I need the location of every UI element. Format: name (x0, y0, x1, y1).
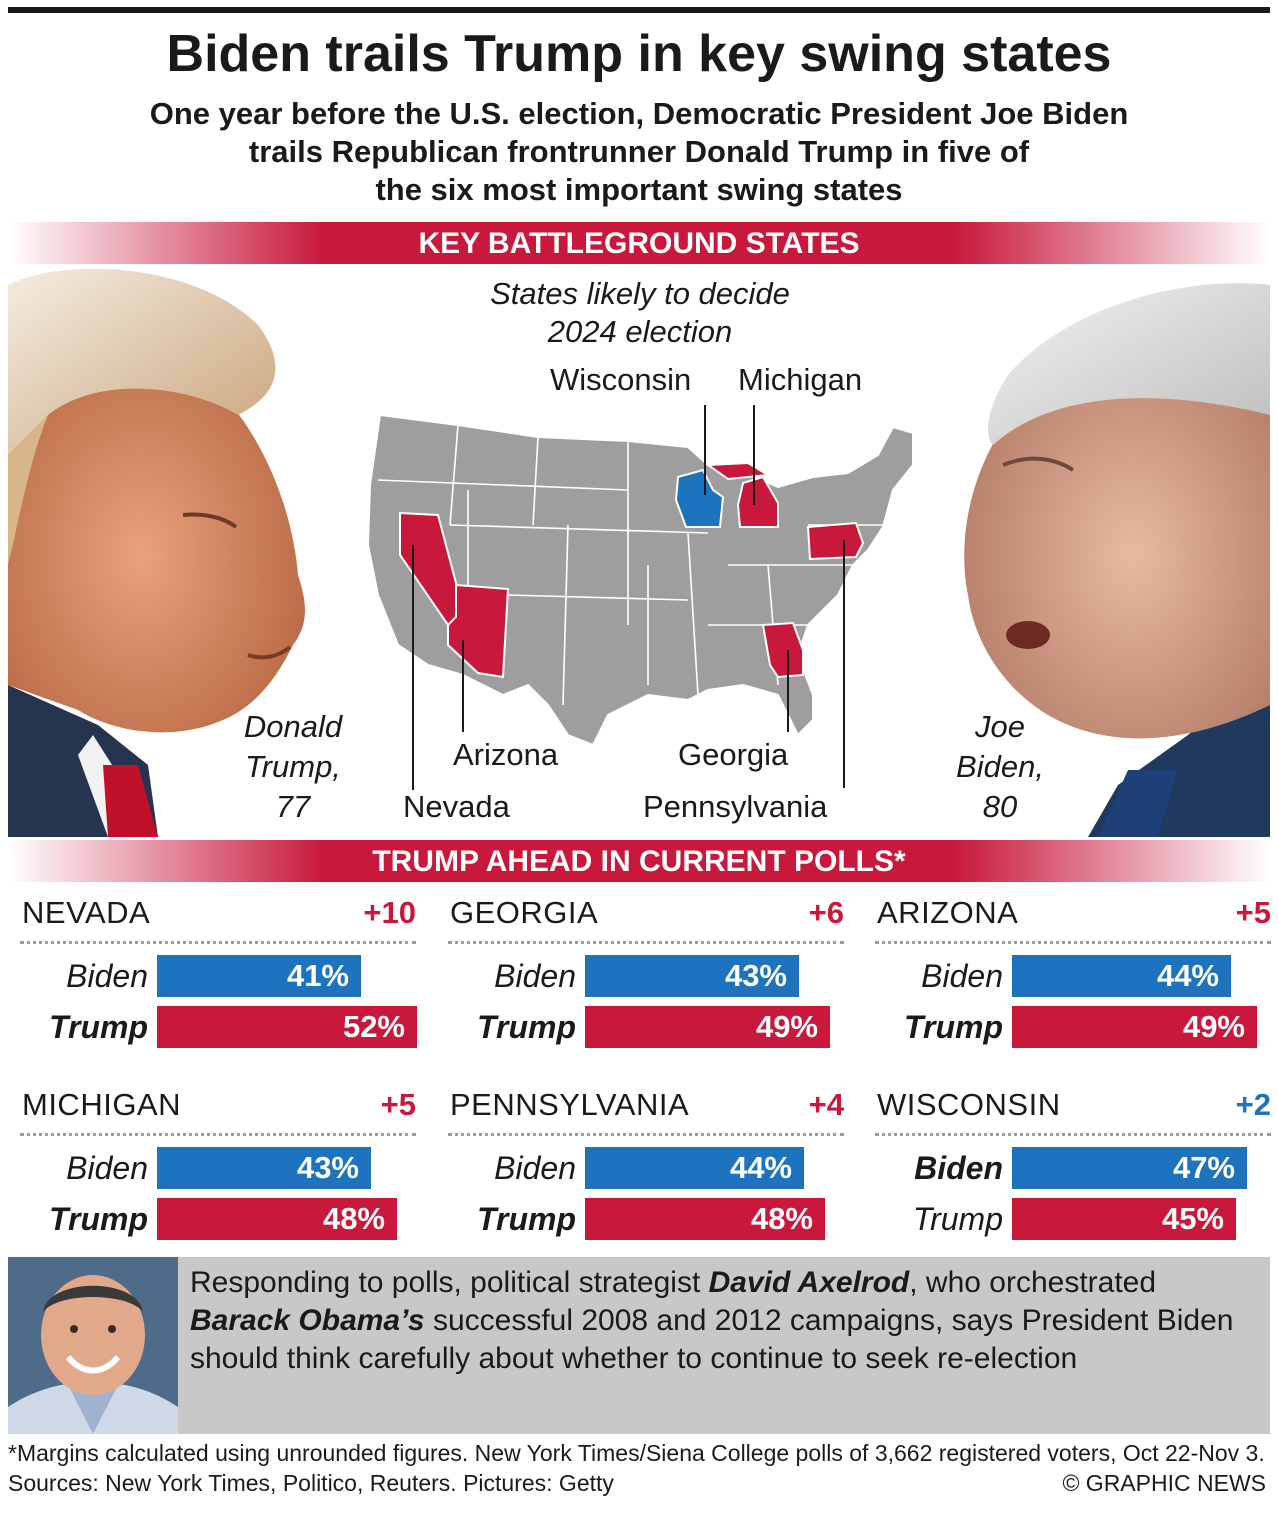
panel-divider (448, 941, 844, 944)
top-rule (8, 7, 1270, 13)
leader-nevada (412, 545, 414, 790)
label-arizona: Arizona (453, 737, 559, 772)
quote-run: Responding to polls, political strategis… (190, 1266, 709, 1299)
panel-state-name: ARIZONA (877, 895, 1019, 930)
quote-emphasis: Barack Obama’s (190, 1304, 425, 1337)
panel-state-name: GEORGIA (450, 895, 599, 930)
row-label-biden: Biden (66, 1150, 148, 1186)
poll-panel-georgia: GEORGIA +6 Biden 43% Trump 49% (448, 893, 844, 1053)
bar-biden: 47% (1012, 1147, 1247, 1189)
poll-panel-wisconsin: WISCONSIN +2 Biden 47% Trump 45% (875, 1085, 1271, 1245)
portraits-and-map (8, 268, 1270, 837)
panel-margin: +10 (363, 895, 416, 930)
row-label-biden: Biden (921, 958, 1003, 994)
row-label-biden: Biden (494, 1150, 576, 1186)
page-subtitle: One year before the U.S. election, Democ… (60, 95, 1218, 209)
georgia-shape (761, 621, 804, 679)
bar-trump: 49% (1012, 1006, 1257, 1048)
bar-biden: 43% (157, 1147, 371, 1189)
bar-biden: 41% (157, 955, 361, 997)
subtitle-line: One year before the U.S. election, Democ… (149, 96, 1129, 131)
donald-trump-photo (8, 268, 305, 837)
row-label-biden: Biden (494, 958, 576, 994)
bar-trump: 49% (585, 1006, 830, 1048)
poll-panel-nevada: NEVADA +10 Biden 41% Trump 52% (20, 893, 417, 1053)
footnote-text: *Margins calculated using unrounded figu… (8, 1440, 1265, 1496)
panel-divider (875, 941, 1271, 944)
leader-pennsylvania (843, 540, 845, 788)
credit: © GRAPHIC NEWS (1062, 1470, 1266, 1496)
panel-margin: +2 (1235, 1087, 1271, 1122)
panel-divider (20, 1133, 416, 1136)
panel-margin: +6 (808, 895, 844, 930)
leader-michigan (753, 405, 755, 505)
row-label-trump: Trump (904, 1009, 1003, 1045)
poll-panel-pennsylvania: PENNSYLVANIA +4 Biden 44% Trump 48% (448, 1085, 844, 1245)
page-title: Biden trails Trump in key swing states (166, 25, 1112, 83)
row-label-trump: Trump (477, 1201, 576, 1237)
panel-divider (448, 1133, 844, 1136)
leader-wisconsin (704, 405, 706, 495)
subtitle-line: the six most important swing states (375, 172, 903, 207)
row-label-trump: Trump (49, 1009, 148, 1045)
bar-trump: 48% (157, 1198, 397, 1240)
label-wisconsin: Wisconsin (550, 362, 692, 397)
panel-margin: +5 (380, 1087, 416, 1122)
footnote: *Margins calculated using unrounded figu… (8, 1438, 1270, 1498)
panel-state-name: PENNSYLVANIA (450, 1087, 690, 1122)
bar-trump: 48% (585, 1198, 825, 1240)
label-nevada: Nevada (403, 789, 510, 824)
david-axelrod-photo (8, 1257, 178, 1434)
joe-biden-photo (964, 283, 1270, 837)
us-map (366, 413, 914, 747)
polls-banner: TRUMP AHEAD IN CURRENT POLLS* (8, 840, 1270, 882)
quote-box (8, 1257, 1270, 1434)
michigan-shape (705, 461, 779, 528)
row-label-biden: Biden (914, 1150, 1003, 1186)
row-label-biden: Biden (66, 958, 148, 994)
pennsylvania-shape (806, 521, 865, 561)
quote-text: Responding to polls, political strategis… (190, 1264, 1260, 1378)
map-subtitle: States likely to decide 2024 election (440, 275, 840, 351)
panel-margin: +4 (808, 1087, 844, 1122)
bar-trump: 52% (157, 1006, 417, 1048)
subtitle-line: trails Republican frontrunner Donald Tru… (248, 134, 1030, 169)
bar-trump: 45% (1012, 1198, 1236, 1240)
panel-state-name: WISCONSIN (877, 1087, 1061, 1122)
panel-divider (20, 941, 416, 944)
bar-biden: 43% (585, 955, 799, 997)
map-subtitle-line: 2024 election (547, 314, 733, 349)
panel-state-name: NEVADA (22, 895, 151, 930)
panel-state-name: MICHIGAN (22, 1087, 181, 1122)
quote-emphasis: David Axelrod (708, 1266, 910, 1299)
leader-georgia (787, 650, 789, 732)
panel-margin: +5 (1235, 895, 1271, 930)
quote-run: , who orchestrated (909, 1266, 1157, 1299)
quote-run: successful 2008 and 2012 campaigns, says… (190, 1304, 1234, 1375)
battleground-banner: KEY BATTLEGROUND STATES (8, 222, 1270, 264)
map-subtitle-line: States likely to decide (490, 276, 790, 311)
biden-caption-line: Joe (975, 709, 1025, 744)
biden-caption: Joe Biden, 80 (925, 707, 1075, 827)
trump-caption-line: Trump, (245, 749, 341, 784)
bar-biden: 44% (1012, 955, 1231, 997)
label-georgia: Georgia (678, 737, 789, 772)
bar-biden: 44% (585, 1147, 804, 1189)
biden-caption-line: Biden, (956, 749, 1044, 784)
trump-caption: Donald Trump, 77 (218, 707, 368, 827)
row-label-trump: Trump (49, 1201, 148, 1237)
trump-caption-line: Donald (243, 709, 343, 744)
trump-caption-line: 77 (275, 789, 311, 824)
row-label-trump: Trump (477, 1009, 576, 1045)
poll-panel-arizona: ARIZONA +5 Biden 44% Trump 49% (875, 893, 1271, 1053)
leader-arizona (462, 640, 464, 732)
label-michigan: Michigan (738, 362, 863, 397)
panel-divider (875, 1133, 1271, 1136)
biden-caption-line: 80 (982, 789, 1018, 824)
row-label-trump: Trump (912, 1201, 1003, 1237)
battleground-map-section (8, 265, 1270, 837)
label-pennsylvania: Pennsylvania (643, 789, 828, 824)
poll-panel-michigan: MICHIGAN +5 Biden 43% Trump 48% (20, 1085, 416, 1245)
